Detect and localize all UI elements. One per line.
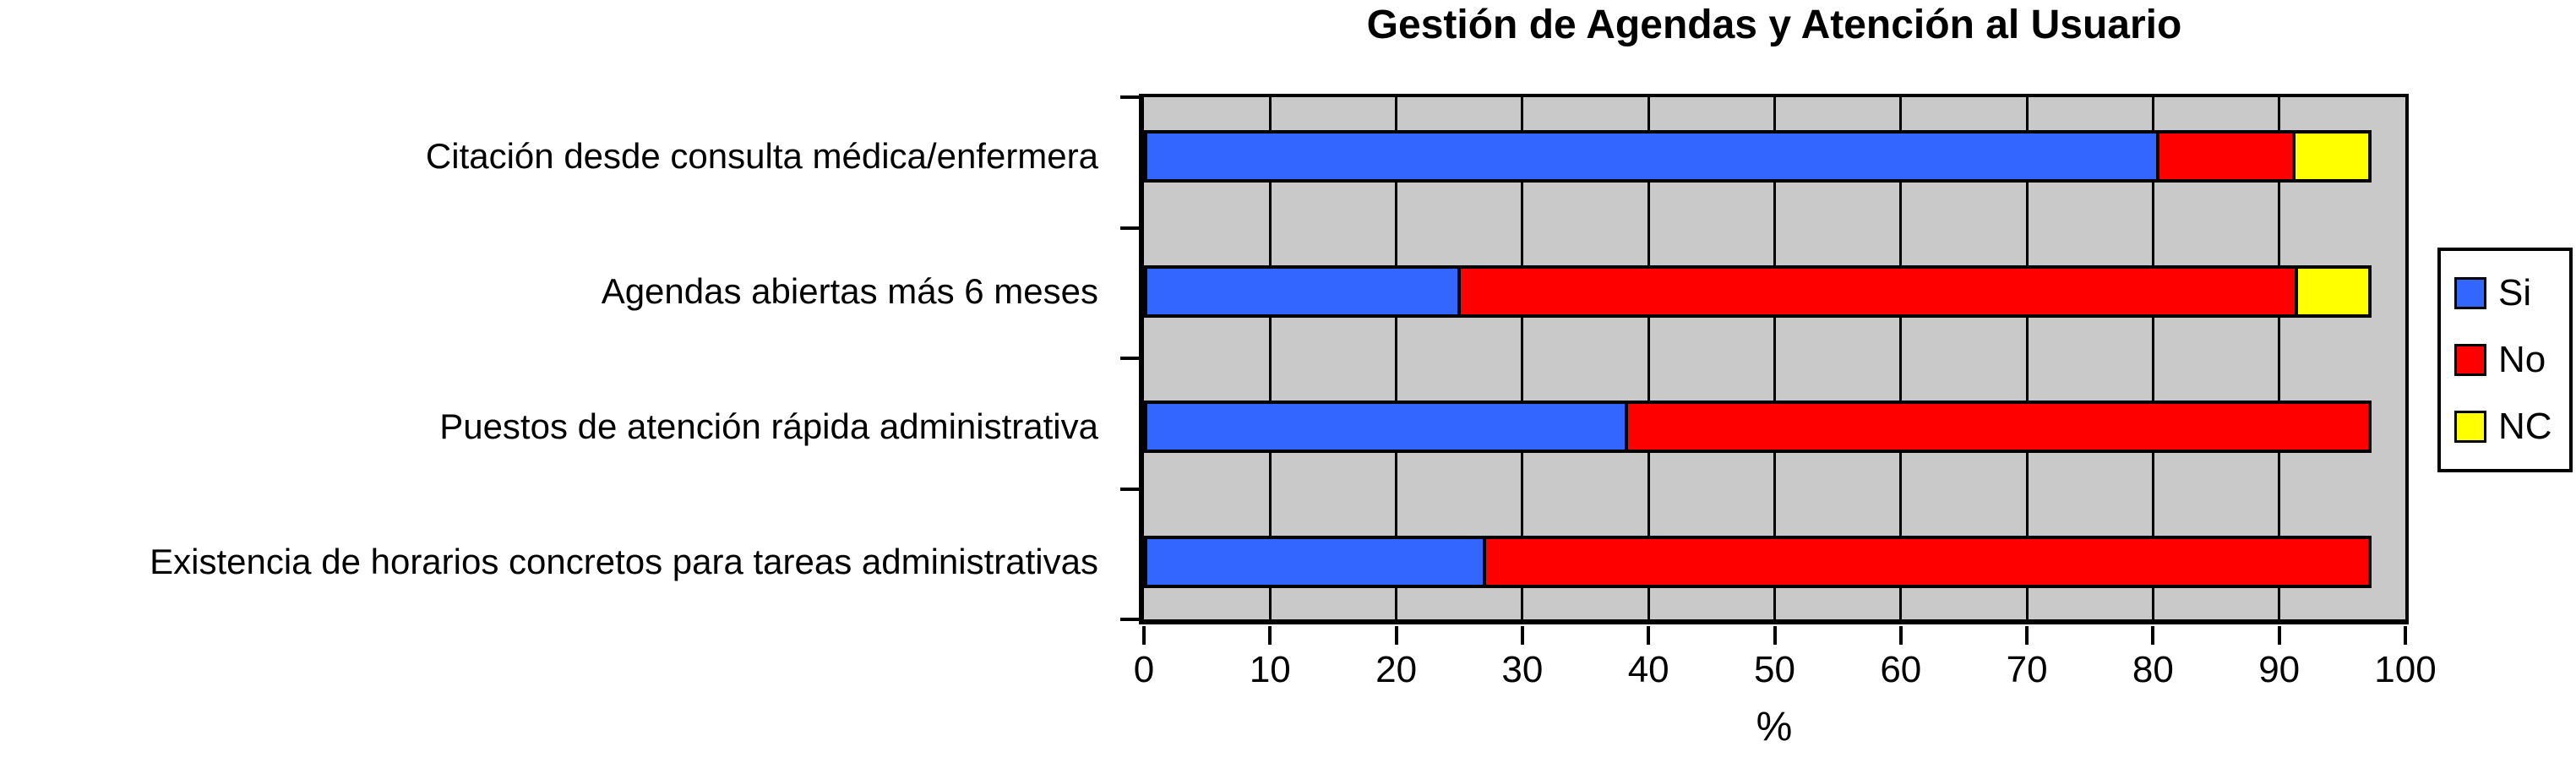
- y-tick: [1120, 487, 1139, 491]
- x-tick-label: 40: [1627, 649, 1669, 690]
- bar-segment-no: [1457, 265, 2299, 318]
- y-tick: [1120, 618, 1139, 621]
- x-tick-label: 70: [2006, 649, 2048, 690]
- legend-item: NC: [2454, 408, 2564, 445]
- x-tick: [1394, 626, 1398, 645]
- legend-label: No: [2498, 338, 2546, 380]
- y-tick: [1120, 357, 1139, 360]
- x-tick-label: 90: [2258, 649, 2301, 690]
- category-label: Existencia de horarios concretos para ta…: [150, 542, 1098, 581]
- gridline: [1647, 97, 1650, 619]
- x-tick-label: 20: [1375, 649, 1418, 690]
- x-tick: [2151, 626, 2155, 645]
- bar-segment-si: [1144, 265, 1461, 318]
- legend-swatch-si-icon: [2454, 276, 2486, 309]
- x-tick: [2404, 626, 2407, 645]
- bar-segment-nc: [2295, 265, 2372, 318]
- x-tick: [1773, 626, 1777, 645]
- bar-segment-no: [1625, 401, 2372, 453]
- x-tick: [2025, 626, 2029, 645]
- gridline: [2025, 97, 2029, 619]
- gridline: [1521, 97, 1524, 619]
- plot-area: [1139, 94, 2409, 624]
- x-tick-label: 0: [1133, 649, 1155, 690]
- legend-swatch-no-icon: [2454, 343, 2486, 376]
- chart-title: Gestión de Agendas y Atención al Usuario: [1366, 3, 2182, 47]
- gridline: [1773, 97, 1776, 619]
- legend-swatch-nc-icon: [2454, 411, 2486, 444]
- bar-segment-no: [2155, 130, 2296, 183]
- x-tick: [1520, 626, 1524, 645]
- legend-label: Si: [2498, 271, 2532, 313]
- x-tick-label: 80: [2132, 649, 2174, 690]
- legend-label: NC: [2498, 406, 2552, 448]
- category-label: Agendas abiertas más 6 meses: [601, 271, 1098, 311]
- y-tick: [1120, 226, 1139, 230]
- x-axis-label: %: [1756, 705, 1793, 749]
- gridline: [2278, 97, 2281, 619]
- x-tick: [1647, 626, 1651, 645]
- x-tick-label: 10: [1249, 649, 1291, 690]
- bar-segment-si: [1144, 130, 2159, 183]
- bar-segment-no: [1482, 536, 2372, 588]
- bar-segment-nc: [2292, 130, 2372, 183]
- x-tick-label: 60: [1880, 649, 1922, 690]
- category-label: Puestos de atención rápida administrativ…: [439, 406, 1098, 446]
- legend-box: Si No NC: [2437, 248, 2573, 472]
- x-tick: [1142, 626, 1146, 645]
- legend-item: Si: [2454, 271, 2564, 313]
- x-tick: [1268, 626, 1272, 645]
- x-tick-label: 100: [2374, 649, 2437, 690]
- x-tick-label: 50: [1754, 649, 1795, 690]
- category-label: Citación desde consulta médica/enfermera: [425, 136, 1098, 176]
- bar-segment-si: [1144, 401, 1629, 453]
- legend-item: No: [2454, 341, 2564, 379]
- bar-segment-si: [1144, 536, 1486, 588]
- x-tick: [2277, 626, 2281, 645]
- x-tick: [1898, 626, 1903, 645]
- gridline: [1395, 97, 1398, 619]
- gridline: [1268, 97, 1272, 619]
- gridline: [1899, 97, 1903, 619]
- x-tick-label: 30: [1501, 649, 1544, 690]
- y-tick: [1120, 95, 1139, 99]
- gridline: [2151, 97, 2154, 619]
